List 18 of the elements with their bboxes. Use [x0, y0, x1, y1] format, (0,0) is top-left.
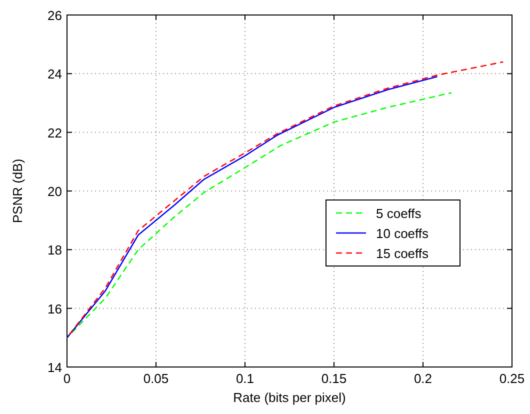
x-tick-label: 0.2 [414, 371, 432, 386]
x-tick-label: 0.1 [236, 371, 254, 386]
x-tick-label: 0.15 [321, 371, 347, 386]
y-tick-label: 16 [48, 301, 62, 316]
legend-label: 5 coeffs [376, 206, 422, 221]
y-tick-label: 26 [48, 8, 62, 23]
y-axis-title: PSNR (dB) [10, 158, 25, 224]
y-tick-label: 14 [48, 360, 62, 375]
x-tick-label: 0.05 [143, 371, 169, 386]
y-tick-label: 20 [48, 184, 62, 199]
y-tick-label: 22 [48, 125, 62, 140]
y-tick-label: 18 [48, 242, 62, 258]
y-tick-label: 24 [48, 66, 62, 82]
legend-label: 10 coeffs [376, 226, 430, 241]
x-axis-title: Rate (bits per pixel) [233, 390, 346, 405]
x-tick-label: 0.25 [499, 371, 525, 386]
x-tick-label: 0 [63, 371, 71, 386]
legend-label: 15 coeffs [376, 246, 430, 261]
